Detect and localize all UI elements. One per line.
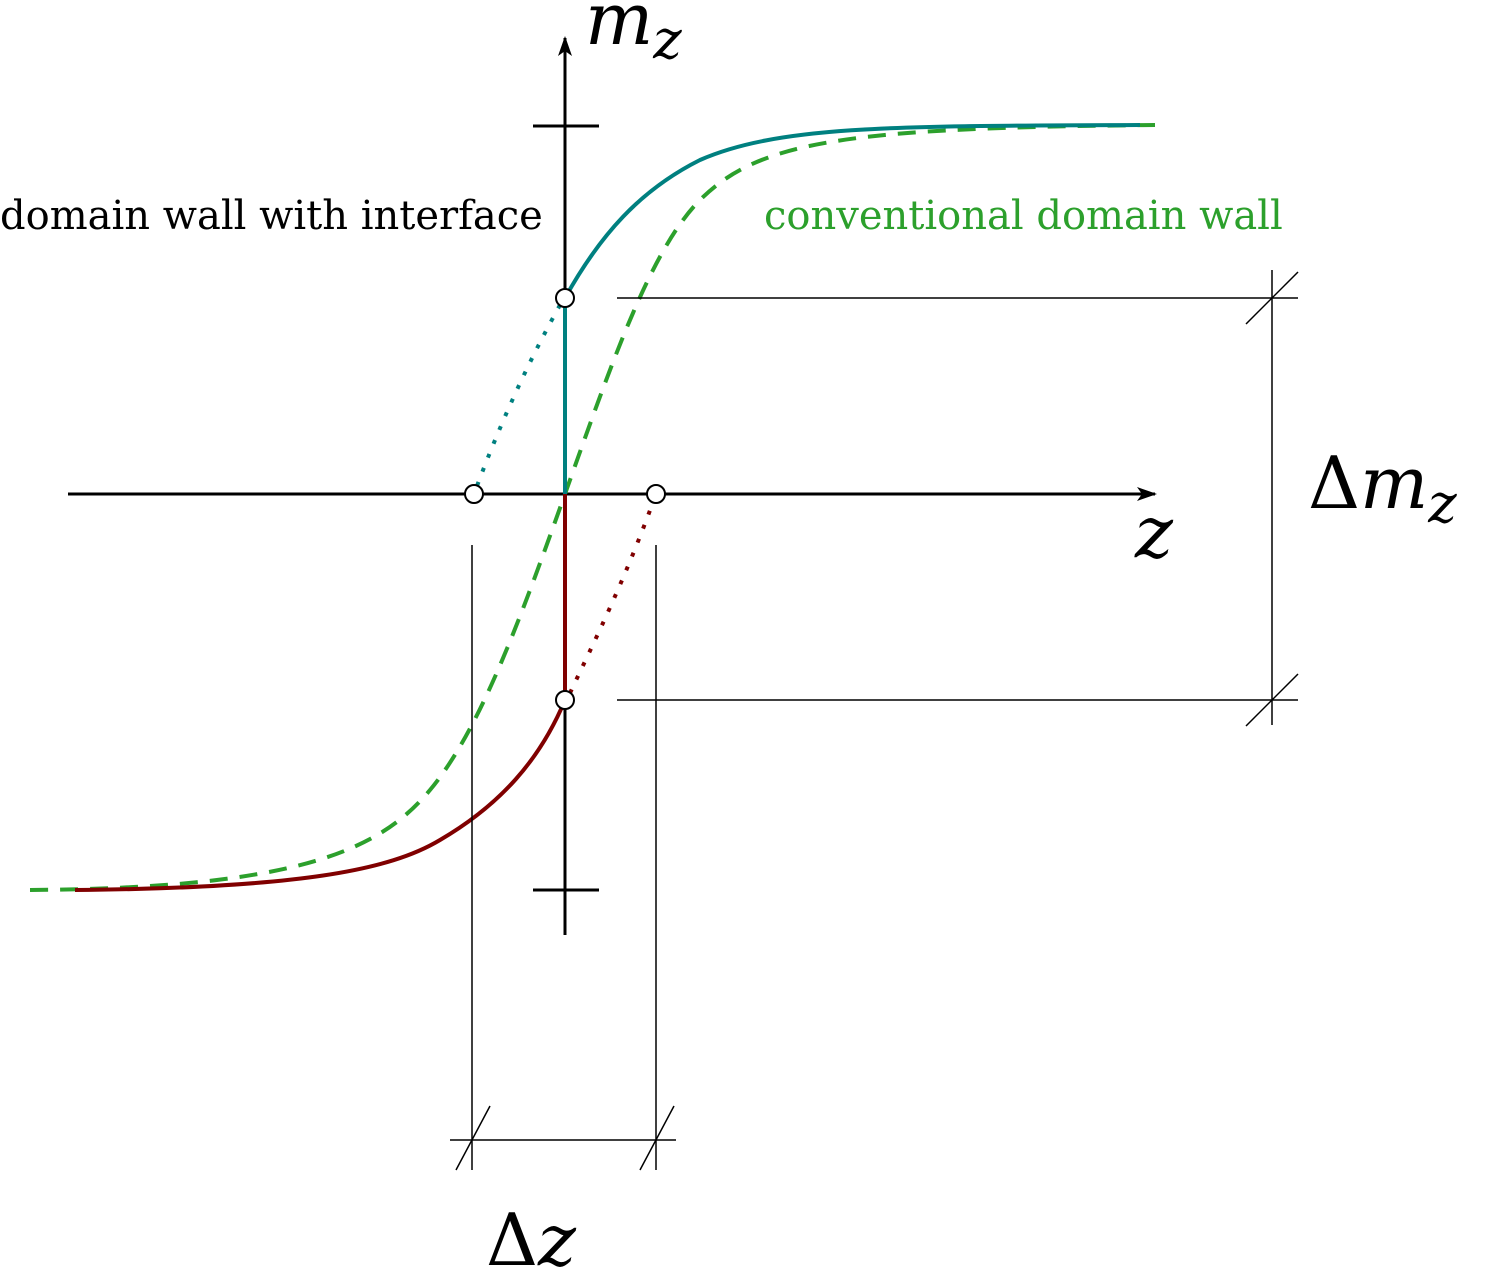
interface-wall-lower-curve <box>74 699 567 892</box>
delta-z-tick-right <box>639 1105 675 1171</box>
label-conventional-wall: conventional domain wall <box>764 193 1283 239</box>
marker-right-intercept <box>646 484 666 504</box>
conventional-wall-curve <box>29 123 1156 892</box>
interface-wall-upper-curve <box>563 123 1141 299</box>
delta-mz-tick-lower <box>1245 673 1299 727</box>
delta-z-label: Δz <box>486 1198 577 1273</box>
interface-wall-lower-extrapolation <box>568 493 658 694</box>
marker-left-intercept <box>464 484 484 504</box>
delta-z-tick-left <box>455 1105 491 1171</box>
delta-mz-label: Δmz <box>1308 441 1457 535</box>
marker-lower-jump <box>555 690 575 710</box>
marker-upper-jump <box>555 288 575 308</box>
interface-wall-upper-extrapolation <box>472 304 562 495</box>
delta-mz-tick-upper <box>1245 271 1299 325</box>
mz-axis-label: mz <box>585 0 682 71</box>
label-interface-wall: domain wall with interface <box>0 193 543 239</box>
z-axis-label: z <box>1134 490 1174 574</box>
